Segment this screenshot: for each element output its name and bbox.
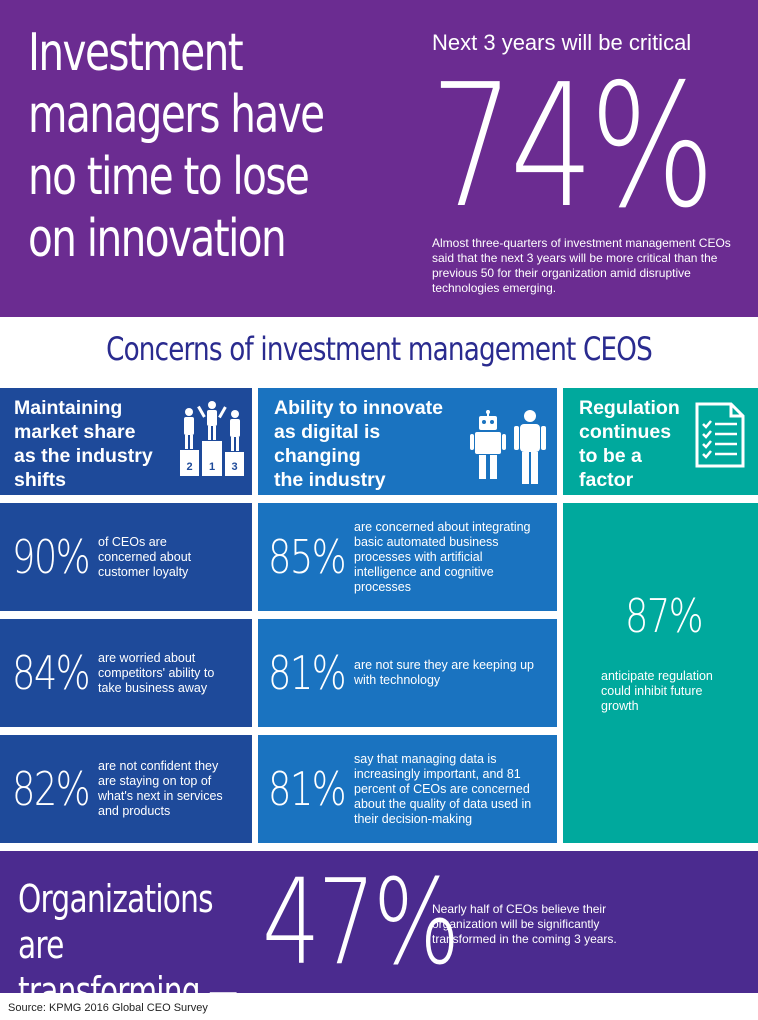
stat-description: of CEOs are concerned about customer loy… — [98, 534, 192, 579]
heading-line: changing — [274, 445, 361, 467]
podium-icon: 2 1 3 — [180, 401, 244, 476]
headline-line: on innovation — [28, 209, 287, 269]
heading-line: Maintaining — [14, 397, 123, 419]
stat-box: 81% are not sure they are keeping up wit… — [258, 619, 557, 727]
stat-description: say that managing data is increasingly i… — [354, 751, 532, 826]
podium-label: 1 — [209, 461, 215, 473]
transforming-description: Nearly half of CEOs believe their organi… — [432, 902, 617, 946]
column-heading-text: Maintaining market share as the industry… — [14, 396, 153, 492]
heading-line: factor — [579, 469, 634, 491]
stat-description: are worried about competitors' ability t… — [98, 650, 215, 695]
headline-line: no time to lose — [28, 147, 310, 207]
transforming-percent: 47% — [262, 853, 460, 991]
critical-percent: 74% — [430, 48, 715, 246]
robot-human-icon — [470, 410, 546, 484]
heading-line: market share — [14, 421, 136, 443]
headline: Investment managers have no time to lose… — [28, 22, 356, 270]
stat-percent: 81% — [268, 646, 347, 700]
stat-percent: 87% — [625, 589, 704, 643]
stat-description: are not confident they are staying on to… — [98, 759, 223, 818]
column-heading-text: Ability to innovate as digital is changi… — [274, 396, 443, 492]
heading-line: Regulation — [579, 397, 680, 419]
heading-line: as digital is — [274, 421, 381, 443]
stat-box: 90% of CEOs are concerned about customer… — [0, 503, 252, 611]
critical-title: Next 3 years will be critical — [432, 30, 692, 55]
podium-label: 2 — [186, 461, 192, 473]
heading-line: Ability to innovate — [274, 397, 444, 419]
stat-box: 85% are concerned about integrating basi… — [258, 503, 557, 611]
heading-line: to be a — [579, 445, 642, 467]
heading-line: continues — [579, 421, 672, 443]
column-heading-innovation: Ability to innovate as digital is changi… — [258, 388, 557, 495]
stat-description: are concerned about integrating basic au… — [354, 519, 531, 594]
transforming-band — [0, 851, 758, 993]
stat-percent: 90% — [12, 530, 91, 584]
podium-label: 3 — [231, 461, 237, 473]
stat-percent: 81% — [268, 762, 347, 816]
checklist-document-icon — [695, 402, 745, 468]
stat-percent: 82% — [12, 762, 91, 816]
column-heading-text: Regulation continues to be a factor — [579, 396, 680, 492]
headline-line: managers have — [28, 85, 325, 145]
stat-description: anticipate regulation could inhibit futu… — [601, 669, 713, 713]
stat-description: are not sure they are keeping up with te… — [354, 658, 534, 687]
stat-percent: 85% — [268, 530, 347, 584]
title-line: transforming — — [18, 969, 238, 1013]
column-heading-market-share: Maintaining market share as the industry… — [0, 388, 252, 495]
stat-box: 82% are not confident they are staying o… — [0, 735, 252, 843]
headline-line: Investment — [28, 23, 244, 83]
transforming-title: Organizations are transforming — — [18, 876, 252, 1014]
stat-percent: 84% — [12, 646, 91, 700]
heading-line: shifts — [14, 469, 67, 491]
critical-description: Almost three-quarters of investment mana… — [432, 236, 731, 295]
column-heading-regulation: Regulation continues to be a factor — [563, 388, 758, 495]
source-note: Source: KPMG 2016 Global CEO Survey — [8, 1002, 208, 1014]
title-line: Organizations are — [18, 877, 214, 967]
stat-box: 84% are worried about competitors' abili… — [0, 619, 252, 727]
header-panel — [0, 0, 758, 317]
concerns-title: Concerns of investment management CEOS — [106, 330, 653, 368]
heading-line: the industry — [274, 469, 386, 491]
stat-box: 81% say that managing data is increasing… — [258, 735, 557, 843]
regulation-stat-box: 87% anticipate regulation could inhibit … — [563, 503, 758, 843]
heading-line: as the industry — [14, 445, 153, 467]
